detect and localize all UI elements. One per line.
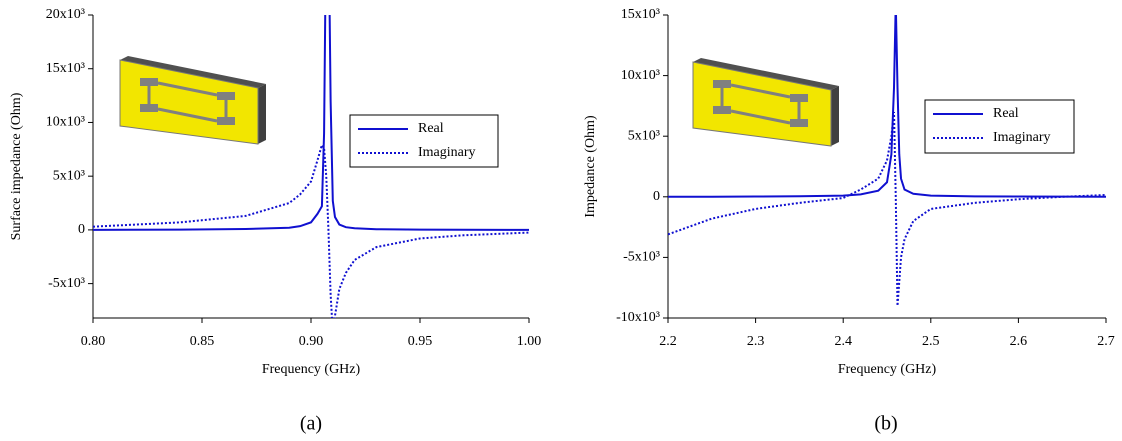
caption: (a): [300, 413, 322, 435]
y-tick-label: 10x10³: [621, 68, 660, 83]
y-axis-label: Impedance (Ohm): [583, 115, 598, 218]
legend-label: Imaginary: [993, 130, 1051, 145]
y-tick-label: -10x10³: [616, 310, 660, 325]
y-tick-label: 15x10³: [46, 61, 85, 76]
x-tick-label: 1.00: [517, 334, 542, 349]
x-tick-label: 2.2: [659, 334, 677, 349]
series-line: [93, 145, 529, 332]
y-tick-label: 15x10³: [621, 7, 660, 22]
x-tick-label: 2.4: [834, 334, 852, 349]
y-tick-label: -5x10³: [623, 250, 660, 265]
x-tick-label: 2.5: [922, 334, 940, 349]
x-tick-label: 0.95: [408, 334, 433, 349]
x-tick-label: 2.7: [1097, 334, 1115, 349]
legend-label: Real: [993, 106, 1019, 121]
y-tick-label: 0: [653, 189, 660, 204]
inset-a: [120, 56, 266, 144]
figure: -5x10³ 0 5x10³ 10x10³ 15x10³ 20x10³ 0.80 0.85 0.…: [0, 0, 1122, 441]
x-tick-label: 0.90: [299, 334, 324, 349]
y-tick-label: -5x10³: [48, 276, 85, 291]
x-tick-label: 2.3: [747, 334, 765, 349]
caption: (b): [874, 413, 897, 435]
y-tick-label: 10x10³: [46, 115, 85, 130]
y-tick-label: 0: [78, 222, 85, 237]
legend-label: Imaginary: [418, 145, 476, 160]
y-tick-label: 5x10³: [628, 128, 660, 143]
x-tick-label: 0.85: [190, 334, 215, 349]
legend-label: Real: [418, 121, 444, 136]
x-tick-label: 2.6: [1010, 334, 1028, 349]
y-axis-label: Surface impedance (Ohm): [9, 92, 24, 240]
y-tick-label: 20x10³: [46, 7, 85, 22]
x-tick-label: 0.80: [81, 334, 106, 349]
y-tick-label: 5x10³: [53, 168, 85, 183]
x-axis-label: Frequency (GHz): [838, 362, 937, 377]
inset-b: [693, 58, 839, 146]
x-axis-label: Frequency (GHz): [262, 362, 361, 377]
